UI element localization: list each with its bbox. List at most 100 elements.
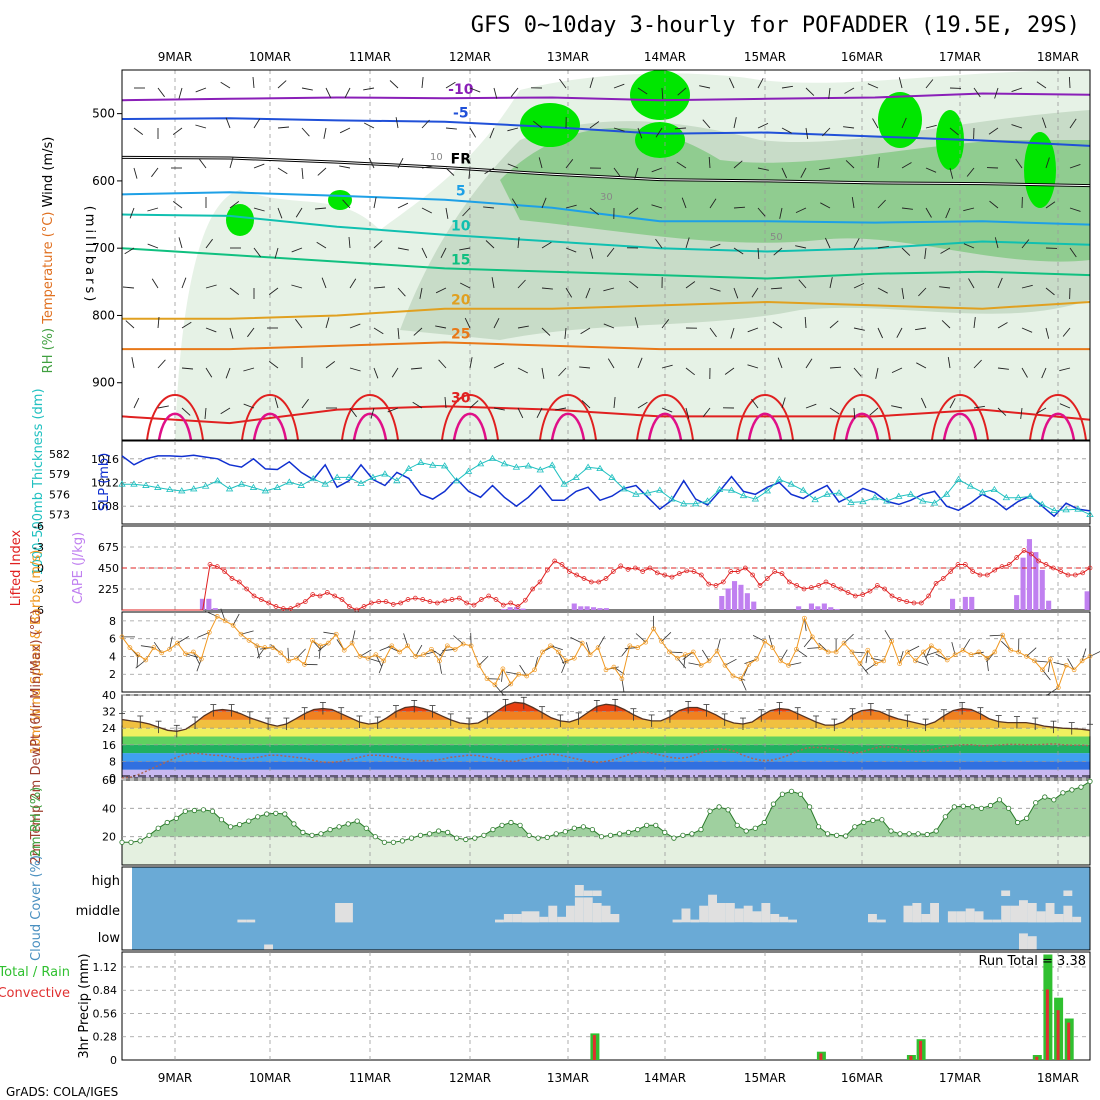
wind-barb bbox=[781, 167, 788, 179]
wind-barb bbox=[412, 401, 423, 409]
lifted-index-marker bbox=[244, 586, 250, 592]
rh-bright-patch bbox=[328, 190, 352, 210]
rh-tick-label: 60 bbox=[102, 774, 116, 787]
wind-speed-marker bbox=[992, 649, 998, 655]
lifted-index-marker bbox=[368, 600, 374, 606]
rh-marker bbox=[173, 815, 179, 821]
lifted-index-marker bbox=[882, 586, 888, 592]
isotherm-line bbox=[121, 213, 1091, 253]
cloud-cover-bar bbox=[1010, 905, 1019, 923]
rh-marker bbox=[752, 825, 758, 831]
cloud-cover-bar bbox=[574, 897, 584, 923]
rh-marker bbox=[228, 824, 234, 830]
rh-marker bbox=[1014, 819, 1021, 826]
thickness-marker bbox=[118, 480, 126, 487]
wind-barb bbox=[916, 362, 927, 369]
cape-bar bbox=[1014, 595, 1020, 610]
wind-barb bbox=[517, 407, 524, 419]
wind-barb bbox=[301, 87, 313, 91]
wind-barb bbox=[541, 367, 545, 379]
thickness-marker bbox=[1014, 493, 1023, 501]
thickness-marker bbox=[524, 462, 533, 469]
wind-speed-marker bbox=[833, 649, 839, 655]
wind-speed-marker bbox=[1000, 632, 1006, 638]
rh-marker bbox=[137, 838, 143, 844]
wind-speed-marker bbox=[310, 638, 315, 643]
wind-speed-marker bbox=[762, 638, 768, 644]
wind-barb bbox=[901, 117, 907, 129]
wind-barb bbox=[445, 81, 456, 89]
rh-marker bbox=[580, 824, 587, 830]
lifted-index-marker bbox=[522, 597, 528, 603]
thickness-marker bbox=[1038, 500, 1046, 507]
wind-barb bbox=[268, 361, 279, 369]
wind-barb bbox=[205, 327, 217, 333]
wind-barb bbox=[637, 87, 648, 95]
wind-barb bbox=[925, 79, 934, 89]
wind-barb bbox=[373, 367, 379, 379]
wind-speed-marker bbox=[524, 673, 530, 679]
top-date-label: 12MAR bbox=[449, 50, 491, 64]
cloud-cover-bar bbox=[699, 905, 709, 923]
lifted-index-marker bbox=[420, 597, 426, 602]
rh-marker bbox=[128, 839, 134, 845]
wind-speed-marker bbox=[714, 648, 720, 654]
wind-barb bbox=[325, 87, 332, 99]
thickness-marker bbox=[369, 473, 377, 480]
thickness-marker bbox=[429, 461, 437, 468]
wind-barb bbox=[702, 119, 711, 129]
thickness-marker bbox=[381, 470, 389, 477]
rh-marker bbox=[499, 822, 505, 828]
wind-speed-marker bbox=[1040, 667, 1045, 673]
isotherm-label: -10 bbox=[448, 82, 474, 98]
freezing-line-core bbox=[121, 156, 1091, 187]
wind-barb bbox=[435, 287, 447, 294]
wind-barb bbox=[131, 357, 135, 369]
wind-speed-marker bbox=[873, 661, 879, 666]
wind-barb bbox=[589, 121, 600, 129]
wind-speed-marker bbox=[1047, 656, 1053, 662]
wind-barb bbox=[507, 127, 519, 132]
thickness-marker bbox=[142, 481, 150, 488]
wind-barb bbox=[517, 367, 529, 374]
wind-barb bbox=[747, 327, 759, 333]
wind-barb bbox=[581, 400, 591, 409]
cape-bar bbox=[514, 607, 520, 610]
wind-barb bbox=[925, 167, 937, 173]
isotherm-30-loop bbox=[539, 394, 597, 441]
isotherm-label: 25 bbox=[451, 326, 470, 342]
wind-barb bbox=[779, 207, 783, 219]
cloud-cover-bar bbox=[1019, 933, 1028, 950]
cloud-cover-bar bbox=[344, 903, 353, 923]
rh-marker bbox=[689, 831, 695, 837]
wind-barb bbox=[253, 118, 261, 129]
top-date-label: 18MAR bbox=[1037, 50, 1079, 64]
wind-speed-marker bbox=[809, 634, 815, 640]
temperature-band bbox=[122, 711, 1090, 720]
wind-speed-marker bbox=[238, 631, 244, 637]
panel-frame bbox=[121, 611, 1091, 693]
wind-barb bbox=[1068, 76, 1071, 89]
wind-barb bbox=[421, 77, 424, 89]
temperature-band bbox=[122, 736, 1090, 745]
wind-speed-marker bbox=[214, 614, 220, 619]
wind-barb bbox=[709, 327, 717, 338]
cloud-cover-bar bbox=[583, 897, 593, 923]
cape-bar bbox=[597, 608, 603, 610]
wind-barb bbox=[1036, 407, 1047, 414]
thickness-marker bbox=[907, 490, 915, 497]
wind-barb bbox=[804, 316, 807, 329]
wind-barb bbox=[1020, 407, 1023, 419]
cloud-level-label: middle bbox=[76, 904, 120, 919]
thickness-tick-label: 582 bbox=[49, 448, 70, 461]
wind-barb bbox=[291, 284, 303, 289]
wind-barb bbox=[963, 207, 975, 212]
wind-barb bbox=[1069, 247, 1077, 258]
thickness-marker bbox=[285, 478, 294, 485]
wind-barb bbox=[634, 167, 639, 179]
thickness-marker bbox=[225, 485, 234, 492]
cape-bar bbox=[738, 584, 744, 610]
wind-speed-marker bbox=[191, 649, 196, 655]
wind-barb bbox=[1011, 87, 1023, 93]
lifted-index-marker bbox=[926, 593, 932, 599]
